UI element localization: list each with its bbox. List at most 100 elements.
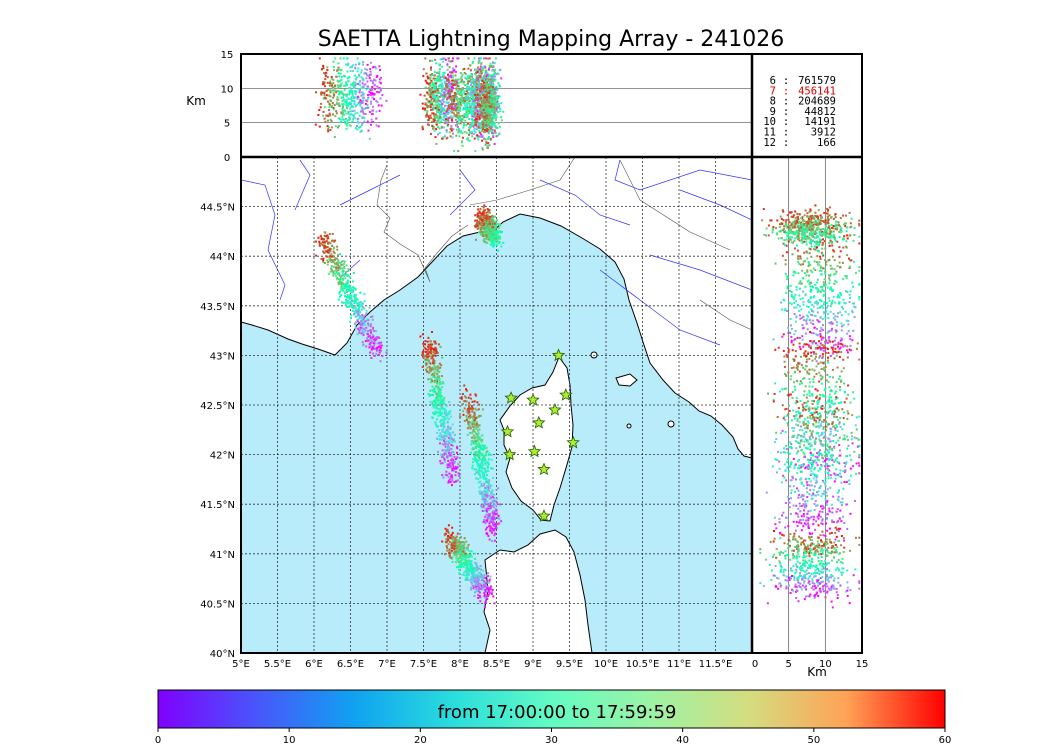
map-point (476, 440, 479, 443)
map-point (443, 458, 446, 461)
map-point (475, 578, 478, 581)
map-point (436, 411, 439, 414)
map-point (484, 217, 487, 220)
top-point (349, 70, 352, 72)
map-point (364, 329, 367, 332)
map-point (429, 394, 432, 396)
map-point (452, 467, 455, 470)
map-point (430, 350, 433, 353)
map-point (486, 467, 489, 469)
top-point (487, 73, 490, 76)
top-point (373, 98, 376, 100)
map-point (475, 458, 478, 461)
top-point (372, 121, 375, 123)
top-point (481, 91, 484, 93)
top-point (342, 98, 345, 101)
map-point (486, 526, 489, 529)
top-point (342, 57, 345, 60)
map-point (449, 410, 452, 412)
map-point (461, 550, 464, 553)
map-point (353, 312, 356, 315)
top-point (468, 80, 471, 83)
top-point (329, 100, 332, 102)
map-point (444, 460, 447, 463)
top-point (346, 70, 349, 73)
map-point (456, 451, 458, 454)
top-point (486, 119, 489, 122)
map-point (460, 549, 463, 552)
top-point (461, 87, 464, 90)
map-point (495, 523, 498, 526)
map-point (365, 319, 368, 322)
top-point (493, 95, 496, 98)
map-point (479, 438, 482, 441)
top-point (357, 87, 360, 90)
top-point (335, 102, 338, 105)
top-point (380, 89, 382, 92)
map-point (463, 551, 466, 554)
top-point (441, 87, 444, 90)
top-point (462, 126, 465, 129)
top-point (472, 79, 475, 82)
map-point (482, 444, 485, 447)
top-point (468, 85, 471, 88)
top-point (458, 107, 460, 110)
top-point (458, 108, 461, 111)
top-point (365, 77, 368, 80)
map-point (440, 382, 443, 385)
top-point (478, 80, 481, 83)
top-point (343, 75, 346, 78)
top-point (354, 112, 357, 115)
map-point (467, 412, 470, 415)
top-point (456, 85, 459, 88)
map-point (471, 575, 474, 578)
map-point (347, 269, 350, 272)
top-point (363, 107, 366, 110)
giglio-land (667, 420, 675, 428)
map-point (485, 451, 488, 454)
map-point (473, 415, 476, 418)
map-point (339, 295, 342, 298)
map-point (354, 299, 357, 302)
top-point (346, 122, 349, 125)
top-point (341, 75, 343, 78)
top-point (436, 95, 438, 97)
top-point (471, 132, 473, 135)
map-point (376, 342, 379, 345)
map-point (441, 395, 443, 398)
top-point (436, 80, 439, 83)
map-point (442, 476, 445, 479)
top-point (332, 96, 335, 99)
top-point (456, 111, 459, 114)
map-point (361, 324, 364, 327)
top-point (329, 129, 332, 131)
top-point (430, 108, 433, 111)
top-point (436, 88, 439, 91)
map-point (491, 521, 494, 524)
map-point (440, 406, 443, 408)
top-point (447, 119, 450, 122)
map-point (327, 242, 330, 245)
map-point (476, 443, 479, 446)
map-point (320, 242, 323, 245)
top-point (450, 76, 453, 79)
map-point (377, 354, 380, 356)
map-point (497, 249, 500, 252)
top-point (353, 81, 356, 84)
map-point (433, 366, 436, 369)
map-point (424, 358, 427, 361)
map-point (430, 357, 433, 360)
map-point (484, 528, 487, 531)
map-point (468, 407, 471, 410)
map-point (483, 502, 486, 505)
map-point (452, 431, 454, 434)
map-point (457, 557, 460, 560)
map-point (366, 339, 369, 342)
map-point (451, 467, 454, 470)
top-point (339, 118, 342, 121)
map-point (332, 270, 335, 273)
top-point (421, 102, 424, 105)
map-point (335, 269, 338, 272)
map-point (451, 458, 454, 460)
map-point (322, 243, 325, 246)
